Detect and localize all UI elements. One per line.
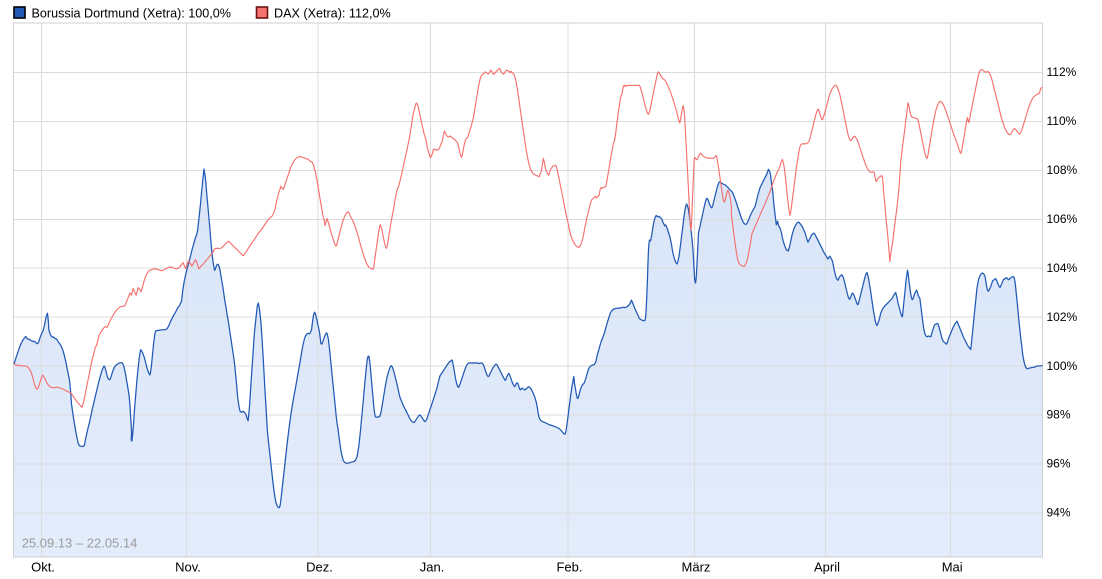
svg-text:Nov.: Nov.: [175, 560, 201, 575]
svg-text:94%: 94%: [1047, 506, 1071, 520]
svg-text:März: März: [682, 560, 711, 575]
svg-text:110%: 110%: [1047, 114, 1077, 128]
svg-text:Feb.: Feb.: [556, 560, 582, 575]
svg-text:106%: 106%: [1047, 212, 1078, 226]
svg-text:112%: 112%: [1047, 65, 1077, 79]
svg-text:Jan.: Jan.: [420, 560, 445, 575]
svg-text:DAX (Xetra): 112,0%: DAX (Xetra): 112,0%: [274, 7, 391, 21]
svg-text:100%: 100%: [1047, 359, 1078, 373]
svg-text:Dez.: Dez.: [306, 560, 333, 575]
svg-text:102%: 102%: [1047, 310, 1078, 324]
svg-text:104%: 104%: [1047, 261, 1078, 275]
svg-text:Mai: Mai: [942, 560, 963, 575]
svg-text:Okt.: Okt.: [31, 560, 55, 575]
svg-text:108%: 108%: [1047, 163, 1078, 177]
svg-text:April: April: [814, 560, 840, 575]
svg-text:96%: 96%: [1047, 457, 1071, 471]
svg-text:Borussia Dortmund (Xetra): 100: Borussia Dortmund (Xetra): 100,0%: [32, 7, 232, 21]
svg-text:98%: 98%: [1047, 408, 1071, 422]
svg-text:25.09.13 – 22.05.14: 25.09.13 – 22.05.14: [22, 536, 138, 551]
